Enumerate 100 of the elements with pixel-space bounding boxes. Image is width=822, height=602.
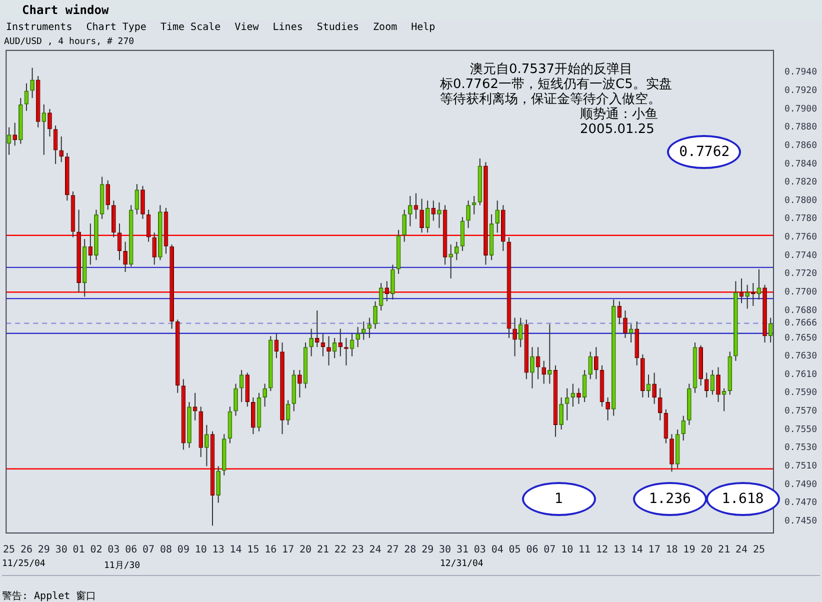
- x-tick-label: 11: [578, 544, 591, 556]
- x-tick-label: 15: [247, 544, 260, 556]
- candlestick: [402, 209, 407, 242]
- y-tick-label: 0.7530: [784, 443, 818, 454]
- candlestick: [681, 415, 686, 442]
- text: View: [234, 22, 259, 33]
- x-tick-label: 28: [404, 544, 416, 556]
- candlestick: [12, 122, 18, 146]
- chart-title: Chart window: [0, 0, 822, 20]
- candlestick: [454, 241, 459, 261]
- candlestick: [390, 264, 395, 300]
- x-tick-label: 07: [544, 544, 556, 556]
- y-tick-label: 0.7720: [784, 269, 818, 280]
- candlestick: [437, 202, 442, 229]
- candlestick: [670, 434, 674, 472]
- candlestick: [542, 360, 546, 384]
- candlestick: [134, 184, 140, 215]
- x-tick-label: 08: [160, 544, 172, 556]
- text: 警告: Applet 窗口: [2, 590, 96, 602]
- x-tick-label: 24: [735, 544, 748, 556]
- y-tick-label: 0.7740: [784, 250, 818, 261]
- x-tick-label: 10: [194, 544, 207, 556]
- x-tick-label: 26: [20, 544, 32, 556]
- x-tick-label: 21: [718, 544, 730, 556]
- y-tick-label: 0.7490: [784, 480, 818, 490]
- text: 11月/30: [104, 560, 140, 572]
- candlestick: [594, 346, 598, 380]
- candlestick: [48, 108, 52, 137]
- candlestick: [338, 328, 343, 357]
- candlestick: [152, 232, 157, 266]
- candlestick: [298, 369, 302, 398]
- x-tick-label: 05: [508, 544, 521, 556]
- x-tick-label: 25: [752, 544, 765, 556]
- candlestick: [722, 388, 726, 412]
- y-tick-label: 0.7650: [784, 333, 818, 344]
- x-tick-label: 14: [630, 544, 643, 556]
- x-tick-label: 09: [177, 544, 190, 556]
- x-tick-label: 20: [700, 544, 713, 556]
- candlestick: [251, 396, 256, 435]
- candlestick: [361, 320, 366, 340]
- x-tick-label: 23: [352, 544, 364, 556]
- candlestick: [30, 67, 34, 99]
- candlestick: [512, 317, 517, 357]
- candlestick: [367, 317, 372, 338]
- x-tick-label: 24: [369, 544, 382, 556]
- candlestick: [576, 388, 581, 404]
- candlestick: [547, 324, 552, 384]
- candlestick: [88, 222, 93, 266]
- annotation: 澳元自0.7537开始的反弹目: [469, 62, 634, 77]
- candlestick: [262, 383, 268, 408]
- candlestick: [431, 200, 436, 222]
- x-tick-label: 06: [526, 544, 538, 556]
- oval-callout: 1: [522, 482, 596, 516]
- oval-callout: 1.618: [706, 482, 780, 516]
- y-tick-label: 0.7450: [784, 516, 818, 526]
- y-tick-label: 0.7780: [784, 214, 818, 224]
- y-tick-label: 0.7760: [784, 232, 818, 243]
- x-tick-label: 29: [422, 544, 434, 556]
- text: 11/25/04: [2, 559, 46, 569]
- x-tick-label: 14: [230, 544, 242, 556]
- y-tick-label: 0.7920: [784, 86, 818, 96]
- candlestick: [408, 196, 412, 227]
- x-tick-label: 20: [299, 544, 312, 556]
- candlestick: [425, 200, 430, 234]
- candlestick: [658, 388, 662, 421]
- candlestick: [378, 282, 384, 311]
- oval-callout: 0.7762: [667, 134, 742, 169]
- candlestick: [216, 466, 220, 504]
- text: Studies: [316, 22, 360, 33]
- candlestick: [384, 280, 390, 302]
- annotation: 顺势通：小鱼: [579, 107, 659, 122]
- candlestick: [234, 383, 238, 416]
- candlestick: [559, 396, 564, 430]
- text: Chart Type: [86, 22, 146, 33]
- text: 12/31/04: [440, 559, 484, 569]
- y-tick-label: 0.7630: [784, 352, 818, 362]
- y-tick-label: 0.7666: [784, 318, 818, 329]
- text: Help: [411, 22, 436, 33]
- candlestick: [448, 244, 454, 279]
- y-tick-label: 0.7570: [784, 406, 818, 417]
- x-tick-label: 03: [108, 544, 120, 556]
- x-tick-label: 10: [561, 544, 574, 556]
- x-tick-label: 19: [683, 544, 696, 556]
- candlestick: [59, 136, 64, 163]
- candlestick: [204, 424, 209, 467]
- x-tick-label: 16: [264, 544, 277, 556]
- candlestick: [530, 346, 534, 389]
- x-tick-label: 04: [491, 544, 504, 556]
- y-tick-label: 0.7820: [784, 178, 818, 188]
- candlestick: [106, 180, 110, 210]
- chart-subtitle: AUD/USD , 4 hours, # 270: [4, 37, 134, 47]
- text: Lines: [272, 22, 303, 33]
- candlestick: [745, 284, 750, 310]
- x-tick-label: 12: [596, 544, 608, 556]
- x-tick-label: 30: [439, 544, 452, 556]
- candlestick: [623, 310, 628, 338]
- candlestick: [652, 372, 656, 404]
- y-tick-label: 0.7470: [784, 498, 818, 508]
- candlestick: [326, 336, 331, 366]
- x-tick-label: 18: [666, 544, 678, 556]
